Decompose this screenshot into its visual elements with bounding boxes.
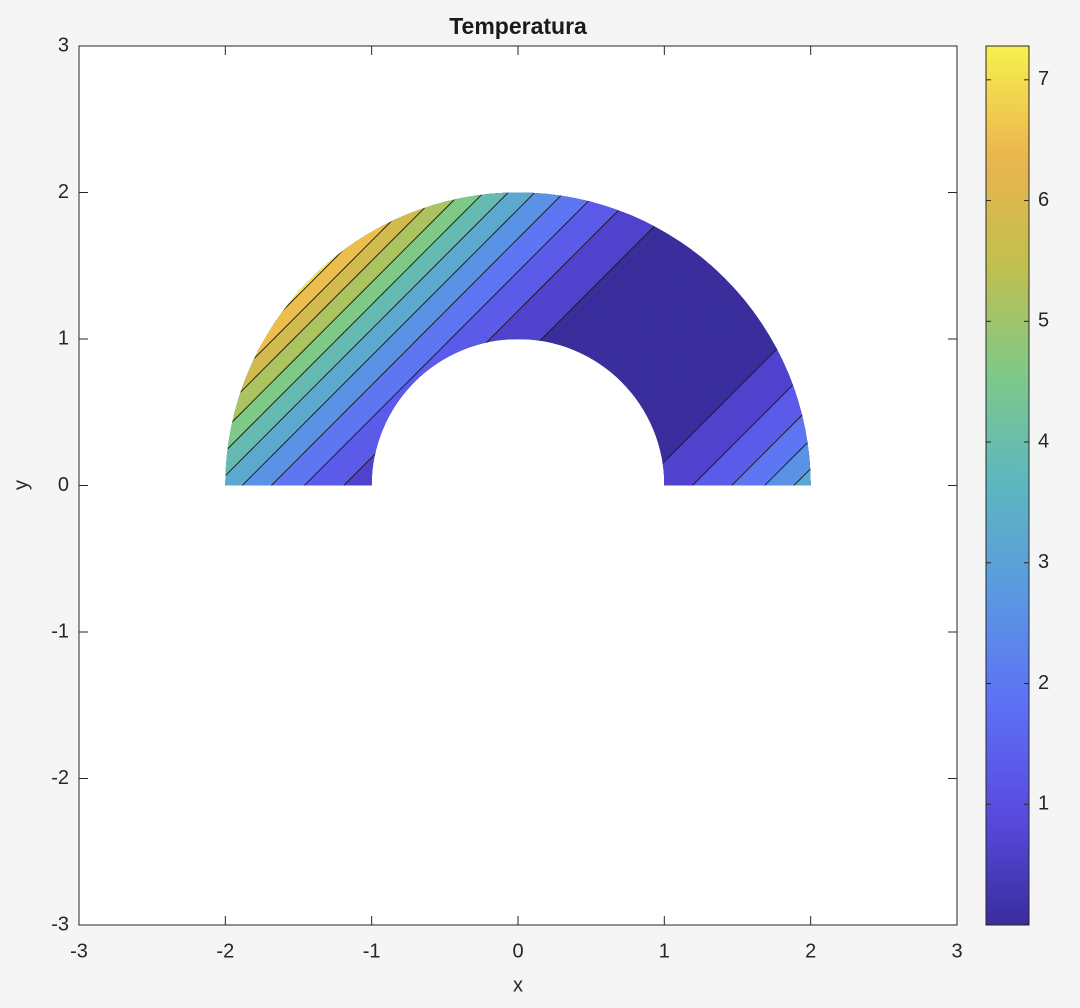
y-tick-label: -2 (51, 767, 69, 789)
contour-line (225, 192, 462, 430)
y-tick-label: 3 (58, 34, 69, 56)
y-tick-label: -1 (51, 620, 69, 642)
x-tick-label: -2 (216, 940, 234, 962)
colorbar-tick-label: 4 (1038, 430, 1049, 452)
colorbar-tick-label: 5 (1038, 310, 1049, 332)
colorbar-tick-label: 1 (1038, 793, 1049, 815)
colorbar (985, 45, 1030, 926)
contour-line (225, 192, 509, 476)
y-tick-label: 0 (58, 474, 69, 496)
contour-line (225, 192, 441, 408)
x-tick-label: 3 (951, 940, 962, 962)
x-axis-label: x (513, 974, 523, 996)
colorbar-tick-label: 7 (1038, 68, 1049, 90)
x-tick-label: 0 (512, 940, 523, 962)
plot-area (79, 46, 957, 925)
y-tick-label: -3 (51, 913, 69, 935)
x-tick-label: 1 (659, 940, 670, 962)
chart-title: Temperatura (449, 13, 587, 39)
colorbar-tick-label: 3 (1038, 551, 1049, 573)
y-tick-label: 1 (58, 327, 69, 349)
contour-line (303, 192, 811, 486)
x-tick-label: -3 (70, 940, 88, 962)
contour-line (241, 192, 811, 486)
x-tick-label: -1 (363, 940, 381, 962)
y-tick-label: 2 (58, 181, 69, 203)
contour-line (270, 192, 811, 486)
x-tick-label: 2 (805, 940, 816, 962)
colorbar-tick-label: 6 (1038, 189, 1049, 211)
y-axis-label: y (10, 480, 32, 490)
colorbar-tick-label: 2 (1038, 672, 1049, 694)
